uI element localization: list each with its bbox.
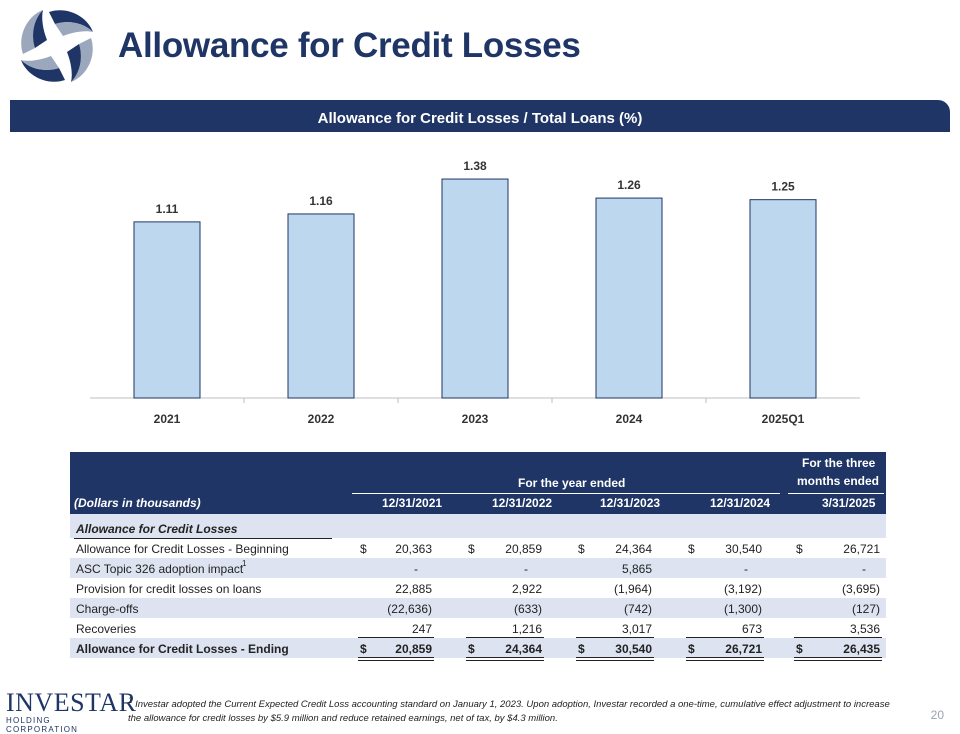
row-recoveries: Recoveries 247 1,216 3,017 673 3,536 <box>70 618 886 638</box>
cell-value: 20,859 <box>505 542 542 556</box>
bar-2025Q1 <box>749 199 817 399</box>
cell-value: 30,540 <box>615 642 652 656</box>
dollar-sign: $ <box>468 642 475 656</box>
col-2021: 12/31/2021 <box>382 496 443 510</box>
bar-2023 <box>441 178 509 399</box>
cell-value: 30,540 <box>725 542 762 556</box>
tick-label-2022: 2022 <box>308 412 335 426</box>
bar-2022 <box>287 213 355 399</box>
dollar-sign: $ <box>688 542 695 556</box>
bar-chart: 1.11 2021 1.16 2022 1.38 2023 1.26 2024 1.25 2025… <box>90 160 860 426</box>
dollar-sign: $ <box>360 542 367 556</box>
cell-value: 24,364 <box>615 542 652 556</box>
section-row: Allowance for Credit Losses <box>70 514 886 538</box>
cell-value: 26,721 <box>843 542 880 556</box>
cell-value: - <box>744 562 748 576</box>
col-2025q1: 3/31/2025 <box>822 496 876 510</box>
cell-value: - <box>862 562 866 576</box>
row-label: Allowance for Credit Losses - Beginning <box>76 542 289 556</box>
footer-logo: INVESTAR HOLDING CORPORATION <box>6 688 137 734</box>
row-charge-offs: Charge-offs (22,636) (633) (742) (1,300) (127… <box>70 598 886 618</box>
cell-value: (1,964) <box>613 582 652 596</box>
tick-label-2021: 2021 <box>154 412 181 426</box>
tick-label-2023: 2023 <box>462 412 489 426</box>
cell-value: 22,885 <box>395 582 432 596</box>
footnote: 1 Investar adopted the Current Expected … <box>128 694 898 726</box>
dollar-sign: $ <box>688 642 695 656</box>
cell-value: 24,364 <box>505 642 542 656</box>
footer-logo-sub: HOLDING CORPORATION <box>6 716 79 734</box>
cell-value: (633) <box>513 602 542 616</box>
cell-value: 26,435 <box>843 642 880 656</box>
row-label: Provision for credit losses on loans <box>76 582 262 596</box>
row-provision: Provision for credit losses on loans 22,8… <box>70 578 886 598</box>
cell-value: - <box>524 562 528 576</box>
cell-value: 3,017 <box>621 622 652 636</box>
dollar-sign: $ <box>578 542 585 556</box>
data-label-2024: 1.26 <box>617 178 641 192</box>
cell-value: (3,695) <box>841 582 880 596</box>
cell-value: 673 <box>741 622 762 636</box>
cell-value: (3,192) <box>723 582 762 596</box>
col-2022: 12/31/2022 <box>492 496 553 510</box>
data-label-2022: 1.16 <box>309 194 333 208</box>
data-label-2025Q1: 1.25 <box>771 180 795 194</box>
cell-value: (1,300) <box>723 602 762 616</box>
cell-value: - <box>414 562 418 576</box>
row-label: Recoveries <box>76 622 137 636</box>
footnote-text: Investar adopted the Current Expected Cr… <box>128 699 890 725</box>
row-label: Charge-offs <box>76 602 139 616</box>
data-label-2021: 1.11 <box>156 202 179 216</box>
cell-value: 1,216 <box>511 622 542 636</box>
col-2024: 12/31/2024 <box>710 496 771 510</box>
section-label: Allowance for Credit Losses <box>76 522 238 536</box>
row-label: Allowance for Credit Losses - Ending <box>76 642 289 656</box>
cell-value: (127) <box>851 602 880 616</box>
row-ending: Allowance for Credit Losses - Ending $20,… <box>70 638 886 661</box>
cell-value: 26,721 <box>725 642 762 656</box>
cell-value: 20,363 <box>395 542 432 556</box>
row-label: ASC Topic 326 adoption impact <box>76 562 244 576</box>
chart-banner: Allowance for Credit Losses / Total Loan… <box>10 100 950 132</box>
col-2023: 12/31/2023 <box>600 496 661 510</box>
cell-value: (742) <box>623 602 652 616</box>
cell-value: 5,865 <box>621 562 652 576</box>
tick-label-2024: 2024 <box>616 412 643 426</box>
units-label: (Dollars in thousands) <box>74 496 201 510</box>
company-logo <box>6 5 108 87</box>
page-number: 20 <box>930 708 944 722</box>
cell-value: 20,859 <box>395 642 432 656</box>
bar-2024 <box>595 197 663 399</box>
cell-value: 3,536 <box>849 622 880 636</box>
table-header: For the three For the year ended months … <box>70 452 886 514</box>
dollar-sign: $ <box>796 642 803 656</box>
dollar-sign: $ <box>468 542 475 556</box>
row-adoption-impact: ASC Topic 326 adoption impact 1 - - 5,865 - - <box>70 558 886 578</box>
allowance-table: For the three For the year ended months … <box>70 452 886 661</box>
bar-2021 <box>133 221 201 399</box>
header-group-months: months ended <box>797 474 880 488</box>
dollar-sign: $ <box>578 642 585 656</box>
header-group-year: For the year ended <box>518 476 626 490</box>
page-title: Allowance for Credit Losses <box>118 26 581 65</box>
header-top: For the three <box>802 456 876 470</box>
cell-value: (22,636) <box>387 602 432 616</box>
row-beginning: Allowance for Credit Losses - Beginning $… <box>70 538 886 558</box>
footnote-mark: 1 <box>128 696 133 705</box>
cell-value: 247 <box>411 622 432 636</box>
cell-value: 2,922 <box>511 582 542 596</box>
dollar-sign: $ <box>360 642 367 656</box>
row-label-sup: 1 <box>242 559 247 568</box>
footer-logo-name: INVESTAR <box>6 688 137 717</box>
data-label-2023: 1.38 <box>463 160 487 173</box>
dollar-sign: $ <box>796 542 803 556</box>
tick-label-2025Q1: 2025Q1 <box>762 412 805 426</box>
